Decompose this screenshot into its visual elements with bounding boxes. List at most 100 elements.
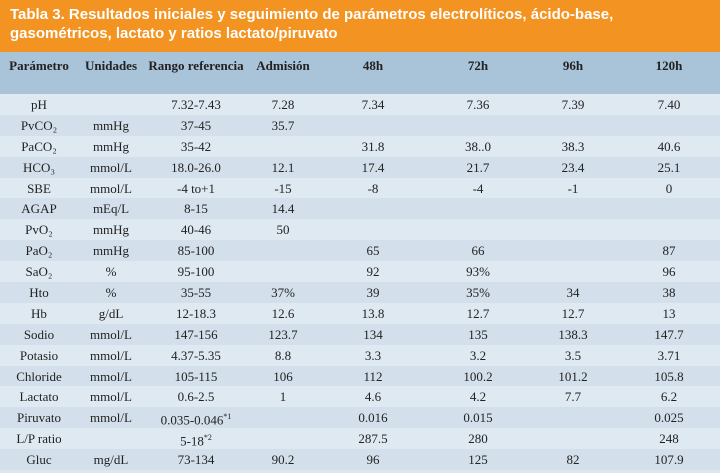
empty-cell xyxy=(78,428,144,449)
table-cell: 38.3 xyxy=(561,138,585,154)
table-cell: 125 xyxy=(468,452,488,468)
table-cell: 280 xyxy=(468,431,488,447)
table-cell: 35.7 xyxy=(271,117,295,133)
table-cell: 12-18.3 xyxy=(175,305,217,321)
empty-cell xyxy=(618,115,720,136)
table-cell: 7.28 xyxy=(271,96,295,112)
table-cell: 21.7 xyxy=(466,159,490,175)
table-row: SaO₂% 95-100 92 93% 96 xyxy=(0,261,720,283)
table-cell: 106 xyxy=(273,368,293,384)
table-cell: 8-15 xyxy=(184,201,208,217)
table-row: PaCO₂ mmHg 35-42 31.8 38..0 38.3 40.6 xyxy=(0,135,720,157)
parameter-cell: Hb xyxy=(31,305,47,321)
table-cell: 7.39 xyxy=(561,96,585,112)
table-cell: 66 xyxy=(471,243,485,259)
cell-text: 5-18 xyxy=(180,432,204,448)
table-cell: 107.9 xyxy=(654,452,684,468)
empty-cell xyxy=(528,261,618,282)
table-row: Gluc mg/dL 73-134 90.2 96 125 82 107.9 xyxy=(0,449,720,471)
parameter-cell: SBE xyxy=(27,180,51,196)
empty-cell xyxy=(528,115,618,136)
table-row: Lactato mmol/L 0.6-2.5 1 4.6 4.2 7.7 6.2 xyxy=(0,386,720,408)
table-row: Chloride mmol/L 105-115 106 112 100.2 101.2 105… xyxy=(0,365,720,387)
table-cell: 82 xyxy=(566,452,580,468)
table-cell: mmol/L xyxy=(90,389,132,405)
table-cell: mmol/L xyxy=(90,180,132,196)
table-cell: 17.4 xyxy=(361,159,385,175)
column-header: Unidades xyxy=(84,58,138,73)
empty-cell xyxy=(528,198,618,219)
table-cell: mEq/L xyxy=(92,201,130,217)
table-cell: -4 to+1 xyxy=(176,180,216,196)
table-row: SBE mmol/L -4 to+1 -15 -8 -4 -1 0 xyxy=(0,177,720,199)
table-cell: 73-134 xyxy=(177,452,215,468)
table-cell: mmHg xyxy=(92,243,130,259)
table-cell: 18.0-26.0 xyxy=(171,159,221,175)
table-cell: 23.4 xyxy=(561,159,585,175)
table-cell: mmol/L xyxy=(90,159,132,175)
table-cell: 39 xyxy=(366,284,380,300)
table-cell: 147.7 xyxy=(654,326,684,342)
empty-cell xyxy=(428,115,528,136)
table-cell: -4 xyxy=(472,180,484,196)
table-cell: mmol/L xyxy=(90,410,132,426)
table-cell: 87 xyxy=(662,243,676,259)
table-cell: 4.37-5.35 xyxy=(171,347,221,363)
parameter-cell: Sodio xyxy=(23,326,55,342)
footnote-mark: *2 xyxy=(203,432,212,442)
empty-cell xyxy=(248,428,318,449)
column-header: 120h xyxy=(655,58,683,73)
parameter-cell: Lactato xyxy=(19,389,59,405)
table-row: pH 7.32-7.43 7.28 7.34 7.36 7.39 7.40 xyxy=(0,94,720,115)
table-cell: 0 xyxy=(665,180,673,196)
table-cell: 50 xyxy=(276,222,290,238)
table-cell: 35% xyxy=(466,284,490,300)
table-cell: 25.1 xyxy=(657,159,681,175)
table-cell: 5-18*2 xyxy=(144,428,248,449)
column-header: Parámetro xyxy=(9,58,69,73)
table-cell: 40-46 xyxy=(180,222,212,238)
table-cell: mmHg xyxy=(92,222,130,238)
table-row: PvO₂ mmHg 40-46 50 xyxy=(0,219,720,241)
table-cell: 13 xyxy=(662,305,676,321)
table-row: Sodio mmol/L 147-156 123.7 134 135 138.3 147.7 xyxy=(0,323,720,345)
table-cell: 7.40 xyxy=(657,96,681,112)
parameter-cell: HCO₃ xyxy=(23,159,55,175)
table-row: Potasio mmol/L 4.37-5.35 8.8 3.3 3.2 3.5 3.71 xyxy=(0,344,720,366)
table-cell: 248 xyxy=(659,431,679,447)
table-cell: 35-55 xyxy=(180,284,212,300)
table-cell: 38..0 xyxy=(465,138,491,154)
table-cell: 3.2 xyxy=(469,347,487,363)
parameter-cell: Piruvato xyxy=(16,410,62,426)
parameter-cell: SaO₂ xyxy=(25,264,53,280)
table-cell: mmol/L xyxy=(90,368,132,384)
table-cell: mmHg xyxy=(92,138,130,154)
table-cell: mmol/L xyxy=(90,347,132,363)
parameter-cell: L/P ratio xyxy=(16,431,62,447)
table-cell: % xyxy=(105,264,117,280)
table-cell: 96 xyxy=(366,452,380,468)
table-cell: 34 xyxy=(566,284,580,300)
table-cell: 123.7 xyxy=(268,326,298,342)
parameter-cell: PaCO₂ xyxy=(21,138,57,154)
header-row: Parámetro Unidades Rango referencia Admisió… xyxy=(0,52,720,94)
table-row: L/P ratio 5-18*2 287.5 280 248 xyxy=(0,428,720,450)
empty-cell xyxy=(318,115,428,136)
empty-cell xyxy=(528,407,618,428)
table-cell: 0.035-0.046*1 xyxy=(144,407,248,428)
table-body: pH 7.32-7.43 7.28 7.34 7.36 7.39 7.40 PvCO₂ mmHg… xyxy=(0,94,720,471)
table-cell: 4.6 xyxy=(364,389,382,405)
empty-cell xyxy=(318,219,428,240)
table-row: PvCO₂ mmHg 37-45 35.7 xyxy=(0,114,720,136)
table-cell: 105-115 xyxy=(174,368,218,384)
table-cell: 138.3 xyxy=(558,326,588,342)
empty-cell xyxy=(528,240,618,261)
table-cell: 4.2 xyxy=(469,389,487,405)
table-cell: 112 xyxy=(363,368,383,384)
empty-cell xyxy=(428,198,528,219)
table-cell: 65 xyxy=(366,243,380,259)
table-row: HCO₃ mmol/L 18.0-26.0 12.1 17.4 21.7 23.4 25.1 xyxy=(0,156,720,178)
table-cell: 7.32-7.43 xyxy=(171,96,221,112)
table-cell: 12.7 xyxy=(466,305,490,321)
